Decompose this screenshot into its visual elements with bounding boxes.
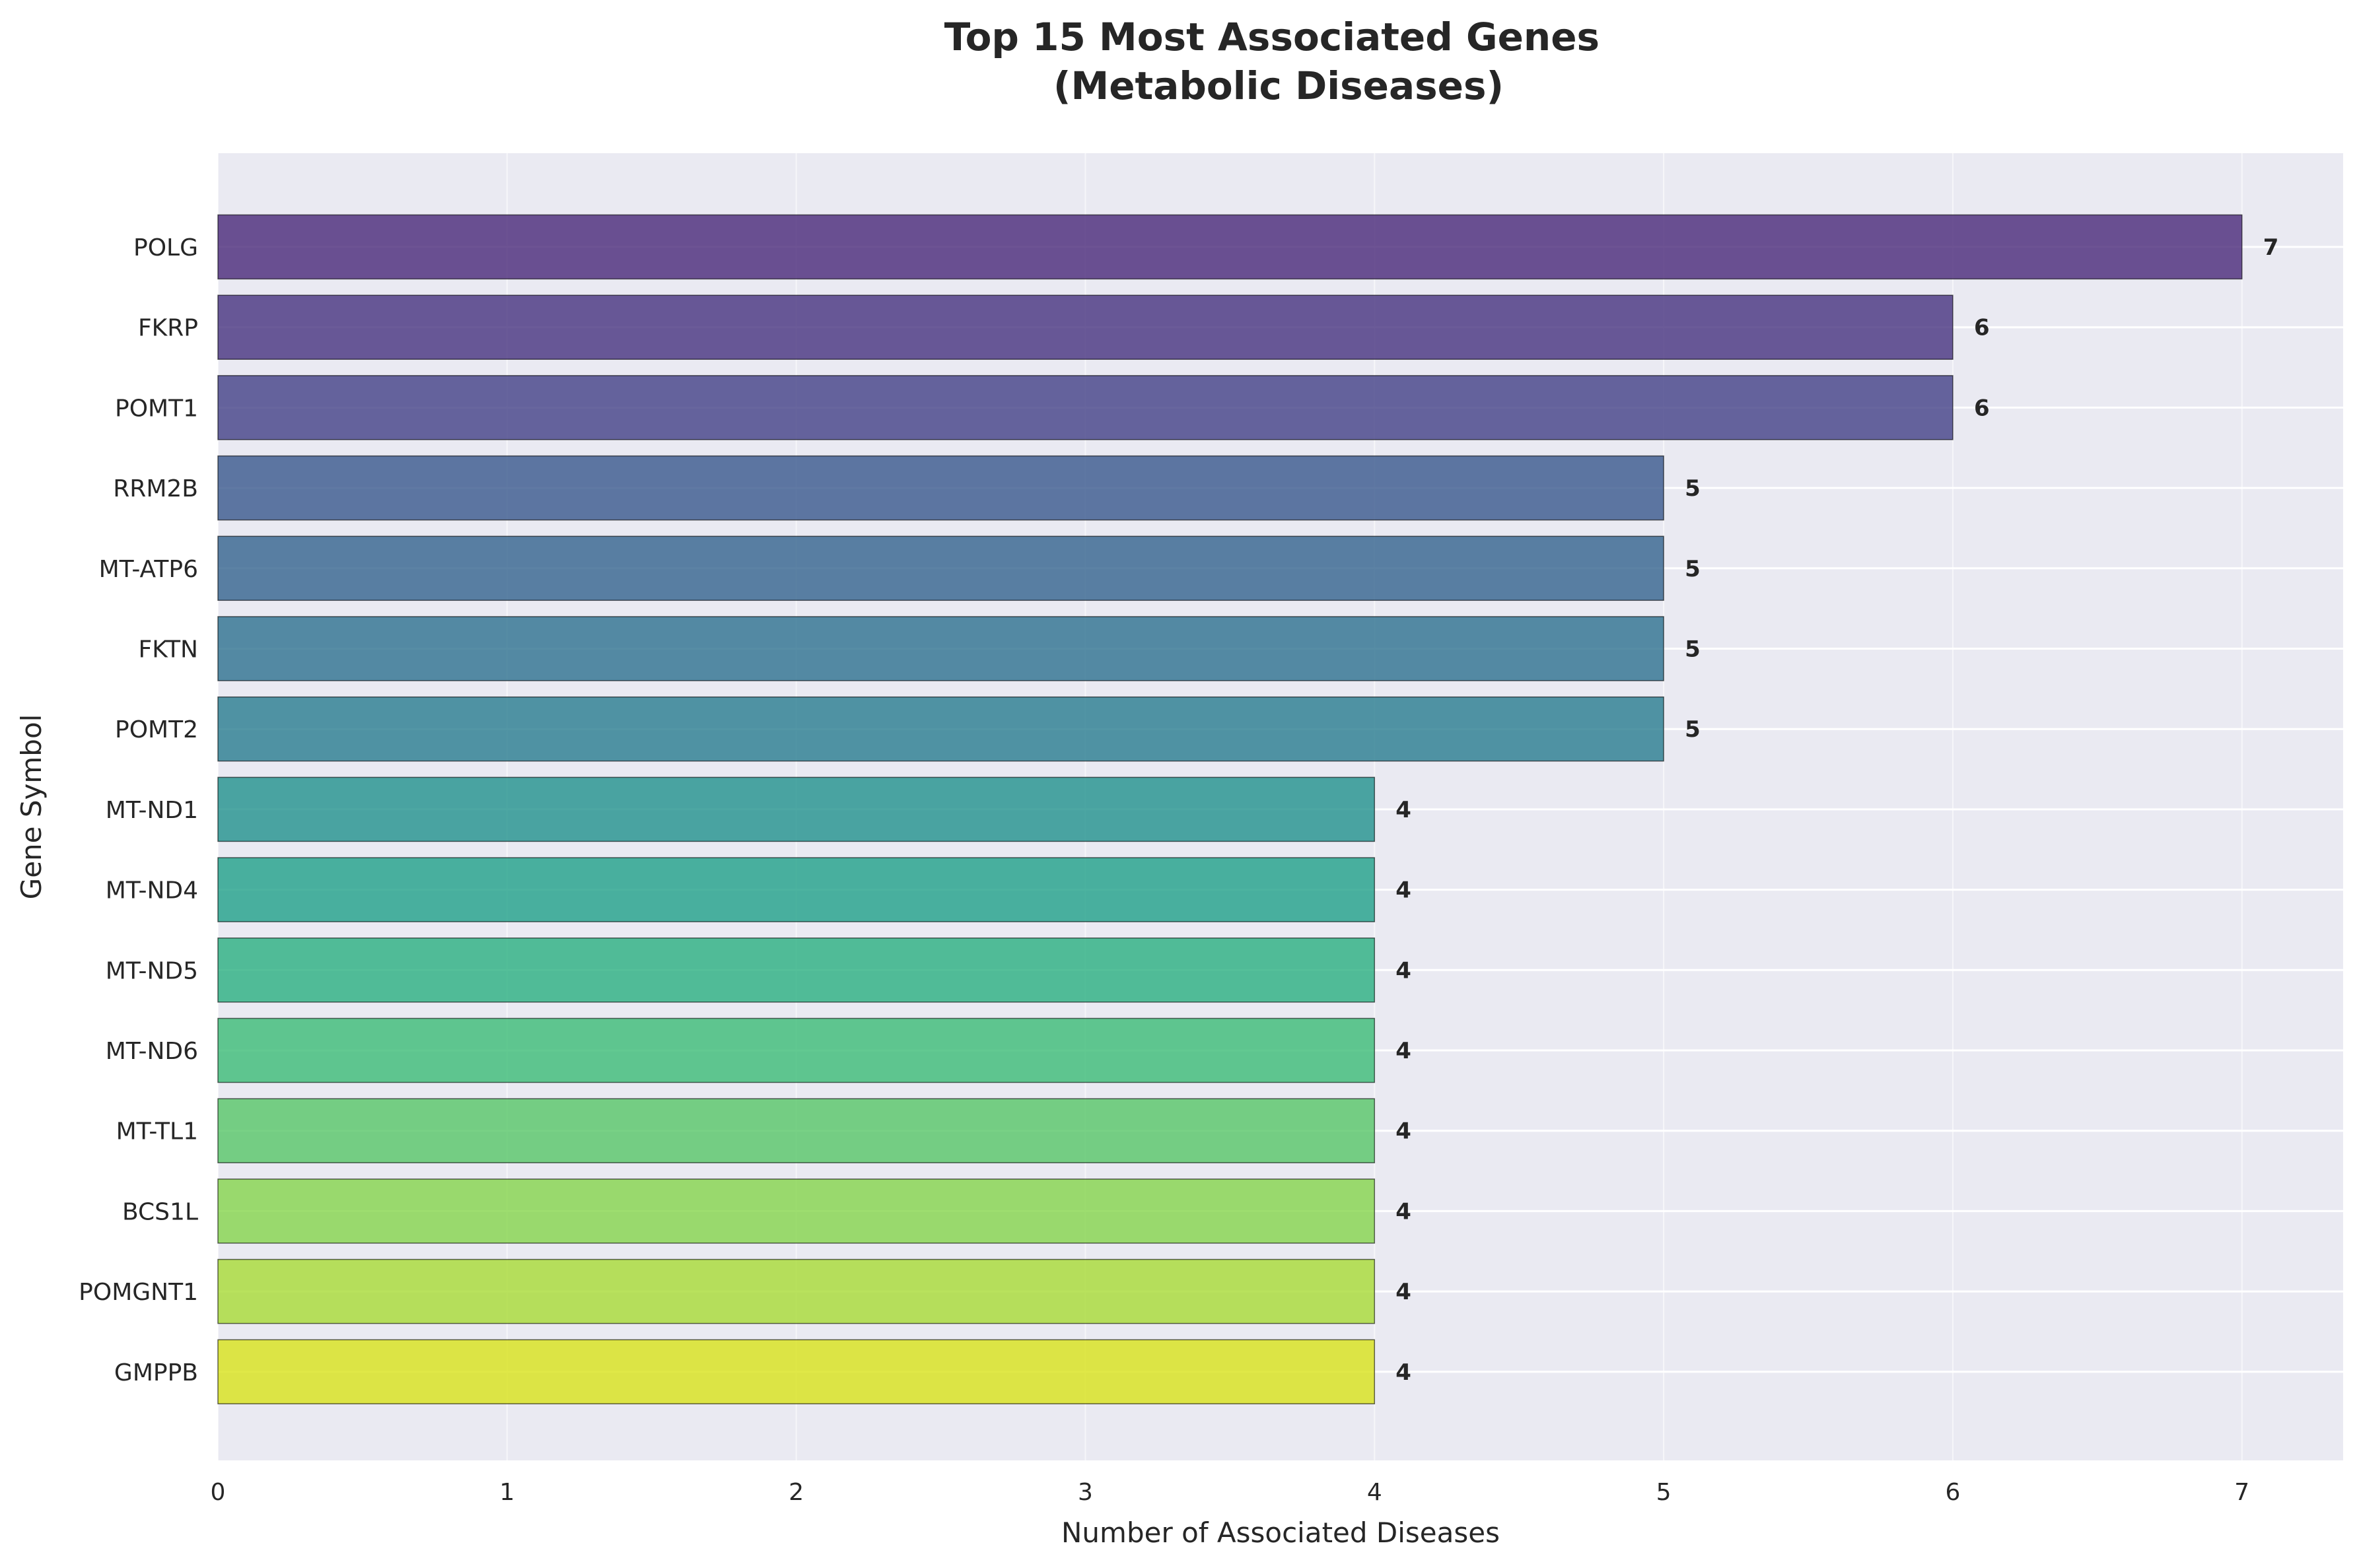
value-label-pomt2: 5 <box>1685 716 1701 743</box>
value-label-rrm2b: 5 <box>1685 475 1701 502</box>
bars <box>217 214 2243 1405</box>
y-tick-label-mt-atp6: MT-ATP6 <box>99 556 198 583</box>
bar-mt-atp6 <box>217 535 1664 601</box>
y-tick-label-bcs1l: BCS1L <box>122 1198 198 1225</box>
x-tick-label: 1 <box>499 1479 514 1506</box>
y-tick-label-mt-nd4: MT-ND4 <box>106 877 198 904</box>
value-label-mt-nd4: 4 <box>1395 877 1411 904</box>
value-label-polg: 7 <box>2263 234 2279 261</box>
value-label-gmppb: 4 <box>1395 1359 1411 1386</box>
value-label-mt-nd1: 4 <box>1395 797 1411 823</box>
x-tick-label: 7 <box>2234 1479 2249 1506</box>
y-tick-label-mt-tl1: MT-TL1 <box>116 1118 198 1145</box>
y-tick-label-pomgnt1: POMGNT1 <box>79 1279 198 1306</box>
bar-polg <box>217 214 2243 280</box>
y-tick-label-fkrp: FKRP <box>138 315 198 342</box>
y-tick-label-polg: POLG <box>133 234 198 261</box>
bar-mt-nd6 <box>217 1017 1376 1083</box>
x-tick-label: 3 <box>1078 1479 1093 1506</box>
bar-pomt2 <box>217 696 1664 762</box>
y-tick-label-mt-nd5: MT-ND5 <box>106 957 198 984</box>
bar-bcs1l <box>217 1178 1376 1244</box>
x-tick-label: 4 <box>1367 1479 1382 1506</box>
bar-gmppb <box>217 1339 1376 1405</box>
y-tick-label-mt-nd1: MT-ND1 <box>106 797 198 824</box>
x-tick-label: 2 <box>789 1479 804 1506</box>
bar-mt-nd1 <box>217 776 1376 842</box>
y-tick-label-gmppb: GMPPB <box>114 1359 198 1386</box>
y-axis-label: Gene Symbol <box>15 714 48 900</box>
value-label-bcs1l: 4 <box>1395 1198 1411 1225</box>
chart-title: Top 15 Most Associated Genes (Metabolic … <box>944 15 1613 108</box>
value-label-pomt1: 6 <box>1974 395 1990 421</box>
x-tick-labels: 0 1 2 3 4 5 6 7 <box>211 1479 2250 1506</box>
value-label-mt-nd5: 4 <box>1395 957 1411 984</box>
bar-mt-nd5 <box>217 937 1376 1003</box>
x-tick-label: 0 <box>211 1479 226 1506</box>
bar-fktn <box>217 616 1664 681</box>
value-label-mt-tl1: 4 <box>1395 1118 1411 1145</box>
y-tick-label-pomt2: POMT2 <box>115 716 198 743</box>
x-axis-label: Number of Associated Diseases <box>1061 1517 1500 1549</box>
bar-pomt1 <box>217 375 1954 440</box>
bar-fkrp <box>217 294 1954 360</box>
x-tick-label: 5 <box>1656 1479 1672 1506</box>
bar-pomgnt1 <box>217 1258 1376 1324</box>
value-label-fkrp: 6 <box>1974 315 1990 341</box>
y-tick-label-fktn: FKTN <box>139 636 198 664</box>
bar-mt-tl1 <box>217 1098 1376 1163</box>
y-tick-labels: POLG FKRP POMT1 RRM2B MT-ATP6 FKTN POMT2 MT-ND1… <box>79 234 198 1386</box>
x-tick-label: 6 <box>1945 1479 1960 1506</box>
value-label-fktn: 5 <box>1685 636 1701 663</box>
y-tick-label-mt-nd6: MT-ND6 <box>106 1038 198 1065</box>
bar-rrm2b <box>217 455 1664 521</box>
value-labels: 7 6 6 5 5 5 5 4 4 4 4 4 4 4 4 <box>1395 234 2278 1386</box>
y-tick-label-pomt1: POMT1 <box>115 395 198 422</box>
value-label-mt-nd6: 4 <box>1395 1038 1411 1064</box>
value-label-pomgnt1: 4 <box>1395 1279 1411 1305</box>
value-label-mt-atp6: 5 <box>1685 556 1701 582</box>
y-tick-label-rrm2b: RRM2B <box>113 475 198 502</box>
bar-mt-nd4 <box>217 857 1376 922</box>
